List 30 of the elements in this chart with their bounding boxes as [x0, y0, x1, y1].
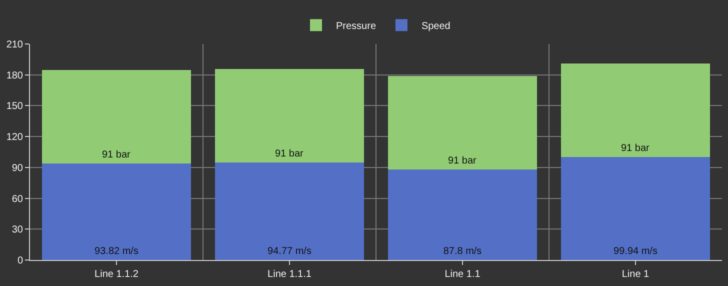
y-tick-label: 180 — [6, 70, 24, 82]
y-tick-label: 0 — [17, 256, 24, 266]
y-tick-label: 150 — [6, 101, 24, 112]
legend-label: Pressure — [336, 21, 376, 32]
data-label: 99.94 m/s — [614, 246, 658, 257]
y-tick-label: 60 — [12, 194, 24, 205]
bar — [388, 170, 537, 260]
bar — [215, 68, 364, 163]
bar — [215, 162, 364, 260]
data-label: 91 bar — [102, 150, 132, 160]
bar — [388, 76, 537, 170]
y-tick-label: 90 — [12, 162, 24, 174]
data-label: 93.82 m/s — [94, 246, 138, 257]
bar — [561, 64, 710, 158]
y-tick-label: 30 — [12, 224, 24, 236]
data-label: 91 bar — [274, 148, 304, 160]
x-tick-label: Line 1 — [622, 269, 650, 280]
bar — [42, 70, 191, 164]
legend-label: Speed — [421, 21, 450, 32]
y-tick-label: 120 — [6, 132, 24, 144]
bar — [561, 157, 710, 260]
y-tick-label: 210 — [6, 40, 24, 50]
data-label: 91 bar — [448, 156, 478, 167]
bar — [42, 164, 191, 260]
data-label: 87.8 m/s — [443, 246, 482, 257]
x-tick-label: Line 1.1 — [444, 269, 481, 280]
x-tick-label: Line 1.1.2 — [94, 269, 139, 280]
data-label: 91 bar — [620, 143, 650, 154]
data-label: 94.77 m/s — [268, 246, 312, 257]
x-tick-label: Line 1.1.1 — [268, 269, 312, 280]
